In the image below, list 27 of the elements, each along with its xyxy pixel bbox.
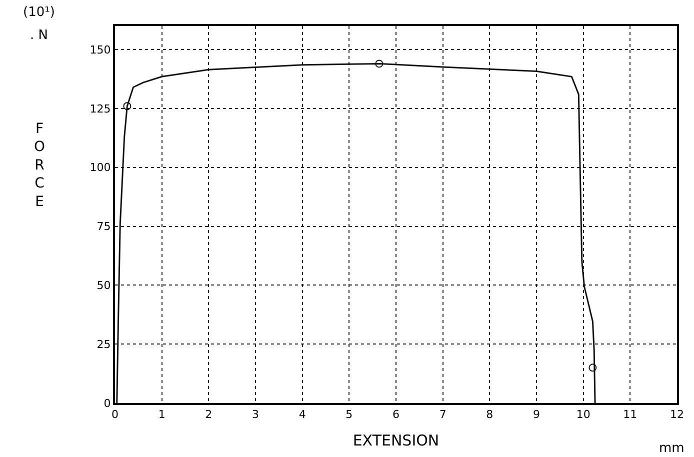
y-tick-label: 0 — [104, 396, 111, 410]
text: mm — [659, 441, 684, 456]
y-tick-label: 50 — [96, 279, 111, 292]
x-tick-label: 7 — [439, 408, 446, 422]
y-tick-label: 75 — [96, 220, 111, 234]
point — [375, 60, 384, 68]
x-tick-label: 3 — [252, 408, 259, 422]
point — [123, 102, 132, 110]
x-tick-label: 5 — [346, 408, 353, 422]
x-tick-label: 12 — [670, 408, 684, 422]
text: . N — [30, 28, 48, 43]
x-tick-label: 9 — [533, 408, 540, 422]
y-tick-label: 150 — [90, 43, 111, 56]
x-tick-label: 6 — [392, 408, 400, 422]
y-axis-title: FORCE — [34, 121, 46, 210]
x-axis-title: EXTENSION — [352, 432, 440, 450]
y-tick-label: 25 — [96, 338, 111, 351]
point — [588, 364, 597, 372]
x-tick-label: 2 — [205, 408, 212, 422]
y-tick-label: 100 — [90, 161, 111, 174]
x-tick-label: 4 — [298, 408, 306, 422]
x-tick-label: 11 — [623, 408, 638, 422]
y-tick-label: 125 — [90, 102, 111, 116]
text: (10¹) — [23, 5, 55, 20]
x-tick-label: 8 — [486, 408, 494, 422]
x-tick-label: 10 — [576, 408, 590, 422]
x-tick-label: 1 — [158, 408, 166, 422]
